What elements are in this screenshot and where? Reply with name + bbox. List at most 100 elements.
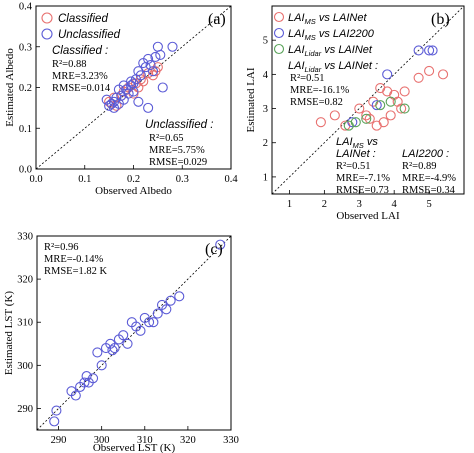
y-tick-label: 5 [263,36,268,47]
panel-a-ylabel: Estimated Albedo [4,48,16,127]
data-point [113,84,124,95]
x-tick-label: 300 [94,435,110,446]
annotation-rmse: RMSE=0.82 [290,97,343,108]
x-tick-label: 0.3 [176,174,189,185]
annotation-title: LAILidar vs LAINet : [288,60,378,74]
panel-c-frame [36,235,232,431]
panel-b-frame [271,5,465,195]
panel-b-one-to-one-line [271,5,465,195]
annotation-r2: R²=0.88 [52,59,86,70]
data-point [133,96,144,107]
y-tick-label: 1 [263,172,268,183]
data-point [143,53,154,65]
panel-b-label: (b) [431,11,450,28]
panel-c-annotation: R²=0.96 MRE=-0.14% RMSE=1.82 K [44,242,108,277]
data-point [157,82,168,93]
data-point [375,100,386,111]
x-tick-label: 0.0 [29,174,42,185]
data-point [87,373,99,384]
data-point [118,94,129,105]
data-point [70,390,81,401]
x-tick-label: 0.2 [127,174,140,185]
legend-label-classified: Classified [58,13,108,25]
annotation-mre: MRE=3.23% [52,71,108,82]
annotation-rmse: RMSE=0.73 [336,185,389,196]
x-tick-label: 3 [357,199,362,210]
panel-a-annotation-classified: Classified : R²=0.88 MRE=3.23% RMSE=0.01… [52,45,111,94]
data-point [167,41,178,52]
x-tick-label: 310 [137,435,153,446]
data-point [438,69,449,80]
data-point [347,117,358,128]
annotation-r2: R²=0.89 [402,161,436,172]
legend-label-lidar-lainet: LAILidar vs LAINet [288,44,373,58]
data-point [329,110,340,121]
data-point [424,45,435,56]
x-tick-label: 4 [392,199,398,210]
data-point [128,86,139,97]
data-point [215,239,226,250]
annotation-mre: MRE=-16.1% [290,85,350,96]
panel-c-one-to-one-line [36,235,232,431]
data-point [79,377,90,388]
data-point [385,110,396,121]
panel-b-ticks: 1 2 3 4 5 1 2 3 4 5 [263,36,432,210]
y-tick-label: 290 [17,404,33,415]
annotation-title: LAI2200 : [402,148,449,160]
y-tick-label: 330 [17,232,33,243]
annotation-title-cont: LAINet : [336,148,376,160]
annotation-mre: MRE=-4.9% [402,173,456,184]
panel-c-label: (c) [205,241,223,258]
data-point [399,86,410,97]
data-point [413,45,424,56]
data-point [385,96,396,107]
data-point [371,120,382,131]
data-point [138,76,149,87]
annotation-rmse: RMSE=0.029 [149,157,207,168]
panel-a-ticks: 0.0 0.1 0.2 0.3 0.4 0.0 0.1 0.2 0.3 0.4 [19,2,238,186]
panel-c-xlabel: Observed LST (K) [93,442,176,453]
legend-marker-classified [41,12,53,24]
data-point [152,41,163,52]
panel-b-annotation-lidar: LAILidar vs LAINet : R²=0.51 MRE=-16.1% … [288,60,378,108]
annotation-title: Unclassified : [145,119,213,131]
annotation-r2: R²=0.51 [290,73,324,84]
panel-c-points [49,239,226,427]
data-point [427,45,438,56]
panel-a-legend: Classified Unclassified [41,12,121,41]
data-point [81,371,92,382]
panel-c-ticks: 290 300 310 320 330 290 300 310 320 330 [17,232,239,447]
data-point [144,317,155,328]
data-point [375,82,386,94]
data-point [150,51,161,62]
y-tick-label: 320 [17,275,33,286]
data-point [148,317,159,328]
y-tick-label: 0.1 [19,124,32,135]
annotation-r2: R²=0.51 [336,161,370,172]
panel-a-annotation-unclassified: Unclassified : R²=0.65 MRE=5.75% RMSE=0.… [145,119,213,168]
x-tick-label: 2 [322,199,327,210]
panel-a-points [101,41,178,113]
legend-label-ms-lainet: LAIMS vs LAINet [288,12,367,26]
y-tick-label: 3 [263,104,268,115]
y-tick-label: 0.2 [19,83,32,94]
annotation-r2: R²=0.96 [44,242,78,253]
data-point [126,80,137,91]
legend-marker-unclassified [41,28,53,40]
annotation-title: LAIMS vs [336,136,378,150]
y-tick-label: 0.0 [19,165,32,176]
data-point [135,325,146,336]
y-tick-label: 0.4 [19,2,33,13]
annotation-mre: MRE=-0.14% [44,254,104,265]
x-tick-label: 320 [180,435,196,446]
annotation-rmse: RMSE=0.34 [402,185,456,196]
x-tick-label: 5 [426,199,431,210]
data-point [51,405,62,416]
panel-b-xlabel: Observed LAI [336,210,400,222]
annotation-mre: MRE=-7.1% [336,173,390,184]
y-tick-label: 310 [17,318,33,329]
data-point [135,70,146,81]
panel-b-annotation-ms: LAIMS vs LAINet : R²=0.51 MRE=-7.1% RMSE… [336,136,390,196]
data-point [389,89,400,100]
y-tick-label: 4 [263,70,269,81]
